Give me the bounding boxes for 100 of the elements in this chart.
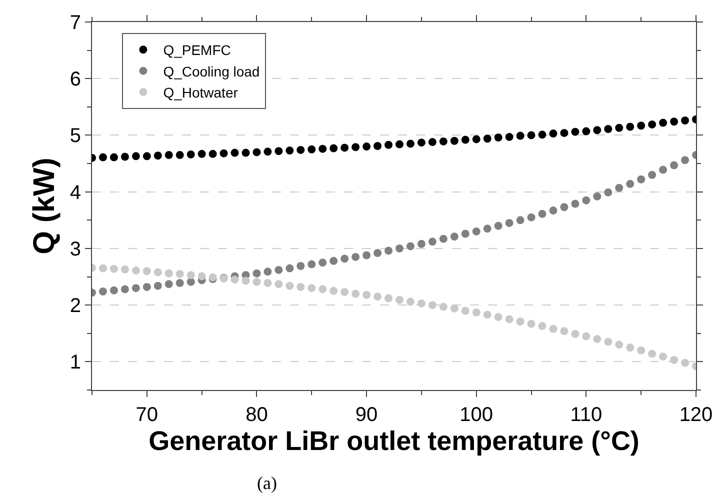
- point: [428, 301, 436, 310]
- point: [483, 224, 492, 233]
- y-tick-label: 1: [70, 352, 81, 374]
- point: [286, 282, 294, 290]
- y-tick-label: 5: [70, 125, 81, 148]
- point: [164, 269, 173, 278]
- point: [208, 150, 217, 158]
- point: [582, 196, 590, 204]
- point: [330, 256, 338, 265]
- point: [450, 232, 458, 241]
- y-tick-label: 6: [70, 68, 81, 91]
- point: [582, 332, 590, 340]
- point: [483, 310, 492, 319]
- point: [439, 302, 448, 311]
- point: [659, 352, 668, 361]
- y-tick-label: 4: [70, 182, 81, 204]
- point: [681, 156, 690, 164]
- point: [384, 140, 393, 149]
- point: [395, 244, 404, 252]
- point: [538, 210, 546, 218]
- point: [242, 276, 250, 285]
- point: [527, 320, 536, 328]
- point: [142, 282, 151, 291]
- point: [176, 279, 184, 287]
- point: [472, 308, 480, 316]
- point: [142, 152, 151, 160]
- point: [659, 166, 668, 174]
- y-axis-title: Q (kW): [28, 158, 61, 254]
- point: [483, 134, 492, 143]
- point: [120, 152, 129, 161]
- point: [406, 242, 414, 250]
- point: [352, 290, 360, 298]
- point: [593, 335, 602, 344]
- point: [120, 265, 129, 274]
- point: [274, 147, 283, 156]
- point: [505, 315, 514, 324]
- point: [274, 280, 283, 288]
- point: [516, 132, 524, 140]
- point: [626, 180, 634, 188]
- legend-label: Q_PEMFC: [163, 42, 231, 58]
- point: [505, 218, 514, 227]
- point: [450, 136, 458, 145]
- point: [186, 150, 195, 158]
- y-tick-label: 3: [70, 238, 81, 260]
- point: [681, 116, 690, 125]
- point: [549, 130, 558, 138]
- point: [670, 118, 678, 126]
- point: [186, 271, 195, 280]
- point: [154, 282, 162, 290]
- point: [681, 358, 690, 367]
- point: [362, 290, 371, 299]
- point: [252, 269, 261, 278]
- point: [406, 140, 414, 148]
- point: [659, 118, 668, 127]
- point: [198, 272, 206, 280]
- point: [296, 282, 305, 291]
- point: [132, 284, 140, 292]
- point: [164, 280, 173, 288]
- point: [593, 126, 602, 134]
- point: [132, 266, 140, 275]
- point: [494, 222, 502, 230]
- x-tick-label: 70: [136, 404, 158, 426]
- point: [132, 152, 140, 160]
- point: [593, 192, 602, 200]
- point: [670, 161, 678, 170]
- point: [516, 216, 524, 224]
- point: [637, 122, 646, 130]
- point: [318, 258, 327, 267]
- point: [648, 120, 656, 128]
- point: [98, 264, 107, 272]
- point: [120, 285, 129, 294]
- point: [582, 127, 590, 136]
- point: [571, 200, 580, 208]
- point: [472, 135, 480, 144]
- point: [340, 254, 349, 263]
- point: [560, 128, 568, 137]
- point: [406, 298, 414, 306]
- point: [296, 262, 305, 270]
- point: [318, 285, 327, 294]
- point: [417, 299, 426, 308]
- point: [461, 306, 470, 315]
- y-tick-label: 7: [70, 12, 81, 34]
- point: [494, 134, 502, 142]
- point: [230, 148, 239, 157]
- point: [395, 296, 404, 304]
- point: [142, 267, 151, 276]
- point: [428, 238, 436, 246]
- point: [461, 230, 470, 238]
- point: [318, 144, 327, 153]
- point: [176, 270, 184, 278]
- point: [308, 145, 316, 154]
- point: [626, 344, 634, 352]
- point: [384, 294, 393, 302]
- x-tick-label: 80: [246, 404, 268, 426]
- point: [352, 252, 360, 261]
- point: [264, 148, 272, 156]
- point: [527, 213, 536, 222]
- point: [264, 268, 272, 276]
- point: [274, 266, 283, 274]
- point: [571, 330, 580, 338]
